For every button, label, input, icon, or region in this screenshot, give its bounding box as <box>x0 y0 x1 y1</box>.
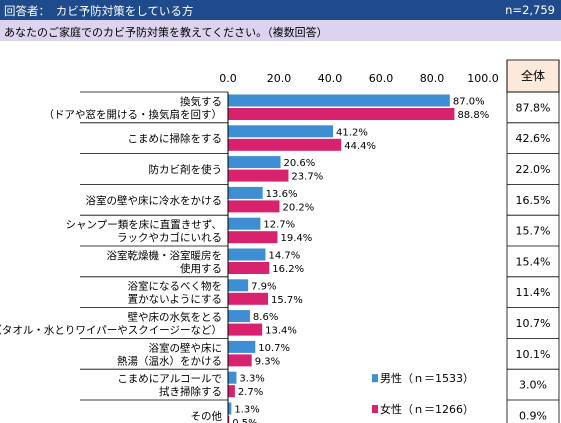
bar-male <box>228 279 249 292</box>
x-tick-label: 0.0 <box>219 72 237 85</box>
respondent-header: 回答者： カビ予防対策をしている方 n=2,759 <box>0 0 561 20</box>
total-value: 87.8% <box>516 101 551 114</box>
category-label: 壁や床の水気をとる <box>128 311 223 324</box>
question-text: あなたのご家庭でのカビ予防対策を教えてください。（複数回答） <box>4 26 328 39</box>
total-value: 3.0% <box>519 379 547 392</box>
bar-female <box>228 385 235 398</box>
bar-female <box>228 108 455 120</box>
x-tick-label: 40.0 <box>318 72 343 85</box>
data-label-male: 10.7% <box>258 343 290 354</box>
category-label: 防カビ剤を使う <box>149 163 223 176</box>
category-label: 換気する <box>180 95 222 108</box>
data-label-male: 12.7% <box>263 220 295 231</box>
category-label: ラックやカゴにいれる <box>117 231 222 244</box>
bar-male <box>228 340 256 353</box>
total-value: 16.5% <box>516 194 551 207</box>
bar-male <box>228 310 250 323</box>
total-column-header-label: 全体 <box>521 68 545 83</box>
legend-label-male: 男性（ｎ＝1533） <box>380 371 474 385</box>
data-label-female: 9.3% <box>255 356 280 367</box>
total-value: 42.6% <box>516 132 551 145</box>
category-label: 使用する <box>180 262 222 275</box>
bar-female <box>228 200 280 213</box>
total-column-header <box>506 59 560 93</box>
total-value: 22.0% <box>516 163 551 176</box>
bar-male <box>228 156 281 169</box>
data-label-male: 13.6% <box>266 189 298 200</box>
sample-size-label: n=2,759 <box>505 3 555 17</box>
legend-swatch-female <box>372 405 378 413</box>
category-label: 拭き掃除する <box>159 385 222 398</box>
data-label-female: 19.4% <box>280 233 312 244</box>
bar-female <box>228 262 270 274</box>
data-label-female: 44.4% <box>344 141 376 152</box>
data-label-male: 87.0% <box>453 97 485 108</box>
category-label: 浴室の壁や床に冷水をかける <box>86 194 223 207</box>
total-value: 15.4% <box>516 255 551 268</box>
data-label-female: 0.5% <box>232 418 257 423</box>
bar-female <box>228 416 230 423</box>
data-label-female: 13.4% <box>265 326 297 337</box>
x-tick-label: 20.0 <box>267 72 292 85</box>
data-label-male: 1.3% <box>234 405 259 416</box>
question-bar: あなたのご家庭でのカビ予防対策を教えてください。（複数回答） <box>0 20 561 41</box>
data-label-female: 15.7% <box>271 295 303 306</box>
bar-female <box>228 292 269 305</box>
bar-female <box>228 169 289 182</box>
total-value: 10.7% <box>516 317 551 330</box>
category-label: その他 <box>191 409 223 422</box>
legend-label-female: 女性（ｎ＝1266） <box>380 402 474 416</box>
data-label-female: 88.8% <box>457 110 489 121</box>
category-label: 熱湯（温水）をかける <box>117 354 222 367</box>
total-value: 15.7% <box>516 225 551 238</box>
bar-female <box>228 231 278 244</box>
data-label-male: 3.3% <box>239 374 264 385</box>
bar-male <box>228 402 232 415</box>
category-label: シャンプー類を床に直置きせず、 <box>66 218 222 231</box>
bar-male <box>228 94 450 107</box>
x-tick-label: 60.0 <box>369 72 394 85</box>
category-label: 浴室の壁や床に <box>149 341 223 354</box>
data-label-male: 14.7% <box>268 251 300 262</box>
data-label-male: 20.6% <box>284 158 316 169</box>
bar-female <box>228 323 263 336</box>
data-label-male: 8.6% <box>253 312 278 323</box>
category-label: こまめにアルコールで <box>117 373 222 385</box>
bar-male <box>228 186 263 199</box>
bar-male <box>228 125 334 138</box>
data-label-female: 20.2% <box>283 202 315 213</box>
data-label-male: 7.9% <box>251 281 276 292</box>
bar-male <box>228 217 261 230</box>
total-value: 11.4% <box>516 286 551 299</box>
bar-female <box>228 138 342 151</box>
category-label: （ドアや窓を開ける・換気扇を回す） <box>44 108 223 121</box>
total-value: 10.1% <box>516 348 551 361</box>
data-label-male: 41.2% <box>336 127 368 138</box>
data-label-female: 16.2% <box>272 264 304 275</box>
bar-male <box>228 248 266 261</box>
category-label: 置かないようにする <box>128 294 222 306</box>
data-label-female: 23.7% <box>291 172 323 183</box>
bar-female <box>228 354 252 367</box>
category-label: 浴室になるべく物を <box>128 280 223 293</box>
category-label: こまめに掃除をする <box>128 132 223 145</box>
respondent-label: 回答者： カビ予防対策をしている方 <box>4 4 194 18</box>
x-tick-label: 100.0 <box>467 72 499 85</box>
data-label-female: 2.7% <box>238 387 263 398</box>
bar-chart: 全体 0.0 20.0 40.0 60.0 80.0 100.0 87.0% 88.8% 換気する… <box>0 59 560 423</box>
category-label: （タオル・水とりワイパーやスクイージーなど） <box>0 325 222 337</box>
x-tick-label: 80.0 <box>420 72 445 85</box>
legend-swatch-male <box>372 374 378 383</box>
category-label: 浴室乾燥機・浴室暖房を <box>107 249 223 262</box>
bar-male <box>228 371 237 384</box>
total-value: 0.9% <box>519 409 547 422</box>
